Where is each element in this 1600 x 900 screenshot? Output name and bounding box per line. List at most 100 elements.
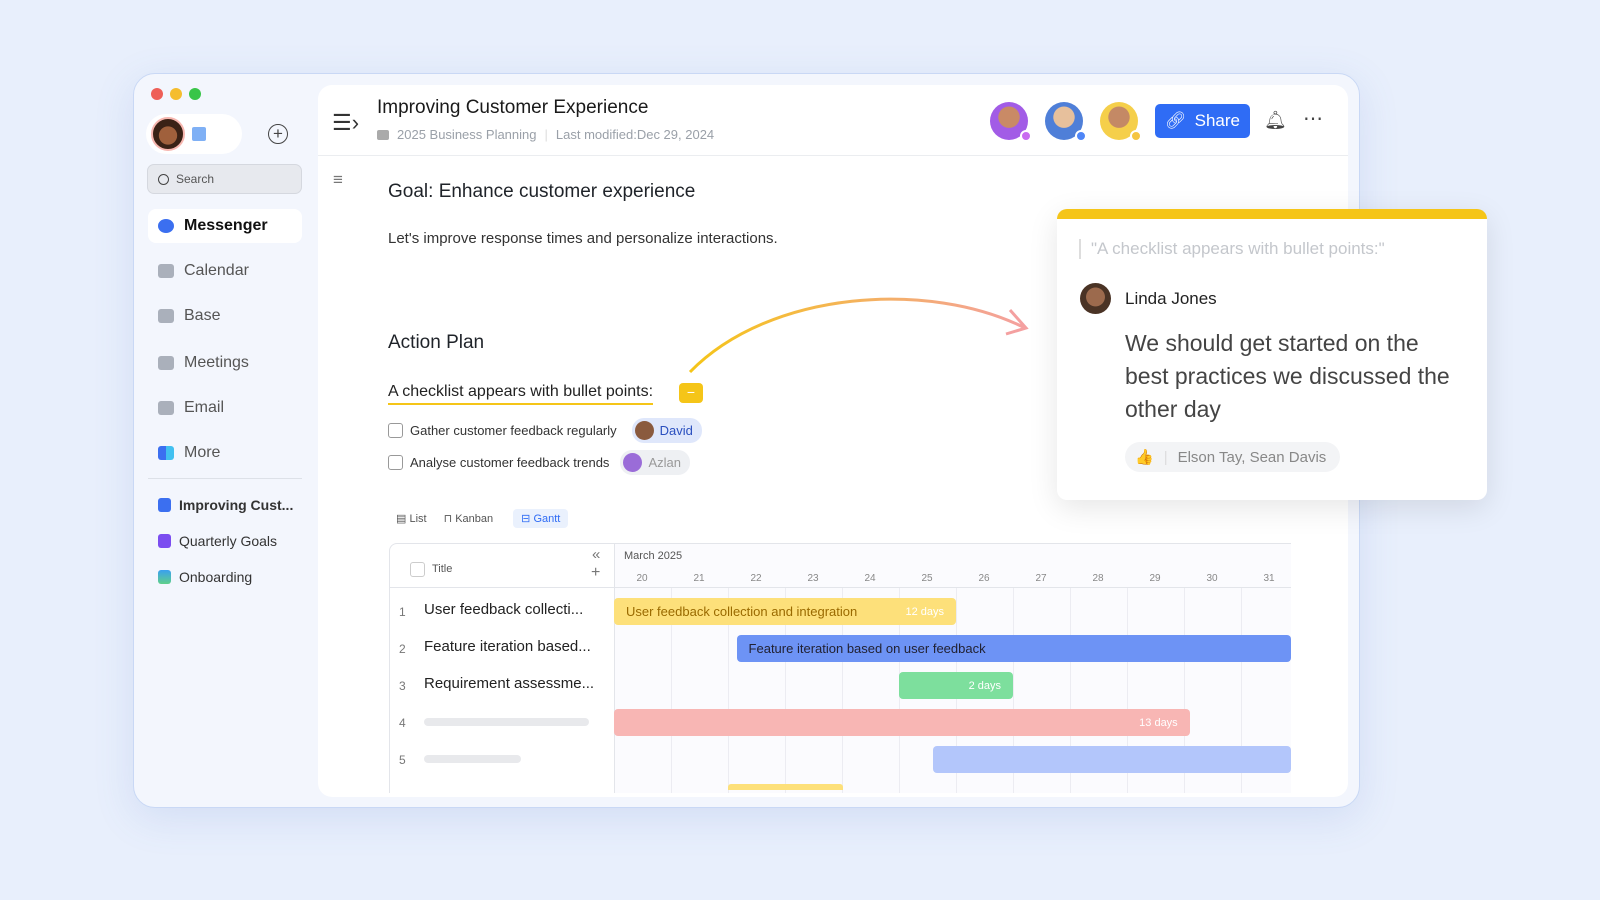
link-icon: 🔗︎ [1165, 111, 1187, 130]
collaborator-avatar[interactable] [1100, 102, 1142, 142]
checklist-label: Analyse customer feedback trends [410, 455, 610, 470]
bar-duration: 2 days [968, 679, 1001, 692]
day-label: 29 [1149, 573, 1161, 584]
sidebar-item-calendar[interactable]: Calendar [148, 254, 302, 288]
day-label: 26 [978, 573, 990, 584]
calendar-icon [192, 127, 206, 141]
gantt-bar[interactable]: User feedback collection and integration… [614, 598, 956, 625]
goal-heading: Goal: Enhance customer experience [388, 181, 696, 202]
checkbox[interactable] [388, 455, 403, 470]
collaborator-avatar[interactable] [990, 102, 1032, 142]
bar-label: Feature iteration based on user feedback [748, 641, 986, 656]
sidebar-item-meetings[interactable]: Meetings [148, 346, 302, 380]
add-column-icon[interactable]: + [591, 564, 601, 581]
row-number: 4 [399, 716, 406, 730]
divider [318, 155, 1348, 156]
author-avatar [1080, 283, 1111, 314]
sidebar-item-messenger[interactable]: Messenger [148, 209, 302, 243]
bell-icon[interactable]: 🔔︎ [1264, 110, 1287, 130]
day-label: 24 [864, 573, 876, 584]
doc-link-quarterly-goals[interactable]: Quarterly Goals [148, 533, 277, 549]
bar-label: User feedback collection and integration [626, 604, 858, 619]
title-column-header: Title [432, 563, 453, 575]
row-title[interactable]: User feedback collecti... [424, 601, 584, 618]
select-all-checkbox[interactable] [410, 562, 425, 577]
gantt-bar[interactable] [933, 746, 1291, 773]
collaborator-avatar[interactable] [1045, 102, 1087, 142]
comment-icon[interactable]: − [679, 383, 703, 403]
collapse-sidebar-icon[interactable]: ☰› [332, 110, 360, 135]
collapse-icon[interactable]: « [592, 546, 601, 563]
doc-link-improving[interactable]: Improving Cust... [148, 497, 293, 513]
divider [148, 478, 302, 479]
tab-gantt[interactable]: ⊟ Gantt [513, 509, 569, 528]
month-label: March 2025 [624, 550, 683, 562]
day-label: 22 [750, 573, 762, 584]
sidebar-item-base[interactable]: Base [148, 299, 302, 333]
sidebar-item-email[interactable]: Email [148, 391, 302, 425]
page-title: Improving Customer Experience [377, 97, 649, 118]
row-title[interactable]: Requirement assessme... [424, 675, 595, 692]
thumbs-up-icon: 👍 [1135, 449, 1154, 466]
user-switcher[interactable] [146, 114, 242, 154]
quoted-text: "A checklist appears with bullet points:… [1079, 239, 1385, 259]
gantt-bar[interactable]: 2 days [899, 672, 1013, 699]
comment-card: "A checklist appears with bullet points:… [1057, 209, 1487, 500]
row-title[interactable]: Feature iteration based... [424, 638, 591, 655]
gantt-bar[interactable]: 13 days [614, 709, 1190, 736]
tab-label: Kanban [455, 513, 494, 525]
checklist-label: Gather customer feedback regularly [410, 423, 617, 438]
doc-link-onboarding[interactable]: Onboarding [148, 569, 252, 585]
gantt-bar[interactable]: Feature iteration based on user feedback [736, 635, 1291, 662]
day-label: 25 [921, 573, 933, 584]
avatar [623, 453, 643, 472]
gantt-bar[interactable] [728, 784, 843, 790]
reaction-chip[interactable]: 👍 | Elson Tay, Sean Davis [1125, 442, 1341, 472]
reaction-users: Elson Tay, Sean Davis [1177, 448, 1327, 466]
close-window-button[interactable] [151, 88, 163, 100]
calendar-icon [158, 264, 174, 278]
share-label: Share [1194, 111, 1240, 130]
day-column [1184, 588, 1185, 793]
comment-text: We should get started on the best practi… [1125, 330, 1450, 422]
bar-duration: 13 days [1139, 716, 1178, 729]
tab-list[interactable]: ▤ List [396, 513, 427, 525]
user-avatar[interactable] [151, 117, 185, 151]
row-number: 1 [399, 605, 406, 619]
add-icon[interactable]: + [268, 124, 288, 144]
sheet-icon [158, 570, 171, 584]
assignee-chip[interactable]: Azlan [620, 450, 690, 475]
assignee-chip[interactable]: David [631, 418, 702, 443]
connector-arrow [688, 297, 1029, 374]
tab-kanban[interactable]: ⊓ Kanban [443, 513, 494, 525]
sidebar-item-label: Email [184, 399, 225, 416]
day-column [785, 588, 786, 793]
assignee-name: David [659, 423, 693, 438]
search-input[interactable]: Search [147, 164, 302, 194]
doc-label: Improving Cust... [179, 497, 294, 513]
last-modified: Last modified:Dec 29, 2024 [555, 127, 715, 142]
day-column [1013, 588, 1014, 793]
day-label: 23 [807, 573, 819, 584]
day-column [842, 588, 843, 793]
day-label: 27 [1035, 573, 1047, 584]
base-icon [158, 534, 171, 548]
assignee-name: Azlan [648, 455, 681, 470]
outline-icon[interactable]: ≡ [333, 170, 343, 189]
sidebar-item-more[interactable]: More [148, 436, 302, 470]
checklist-item: Analyse customer feedback trends Azlan [388, 450, 690, 475]
minimize-window-button[interactable] [170, 88, 182, 100]
day-column [1070, 588, 1071, 793]
maximize-window-button[interactable] [189, 88, 201, 100]
video-icon [158, 356, 174, 370]
more-options-icon[interactable]: ⋯ [1303, 108, 1323, 130]
share-button[interactable]: 🔗︎ Share [1155, 104, 1250, 138]
day-label: 20 [636, 573, 648, 584]
sidebar-item-label: Base [184, 307, 221, 324]
checkbox[interactable] [388, 423, 403, 438]
checklist-item: Gather customer feedback regularly David [388, 418, 702, 443]
doc-label: Onboarding [179, 569, 253, 585]
folder-link[interactable]: 2025 Business Planning [397, 127, 537, 142]
day-label: 21 [693, 573, 705, 584]
search-placeholder: Search [176, 172, 215, 186]
